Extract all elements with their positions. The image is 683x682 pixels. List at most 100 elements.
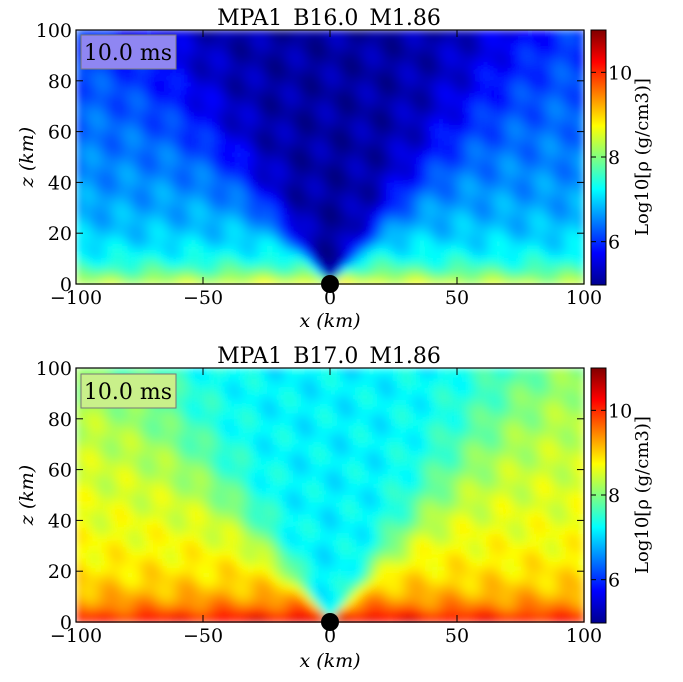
heatmap-cell xyxy=(564,131,572,139)
heatmap-cell xyxy=(520,30,528,37)
heatmap-cell xyxy=(247,93,255,101)
heatmap-cell xyxy=(482,42,490,50)
heatmap-cell xyxy=(234,201,242,209)
heatmap-cell xyxy=(393,214,401,222)
heatmap-cell xyxy=(558,514,566,521)
heatmap-cell xyxy=(482,239,490,247)
heatmap-cell xyxy=(95,144,102,152)
heatmap-cell xyxy=(266,495,274,502)
heatmap-cell xyxy=(361,74,369,82)
heatmap-cell xyxy=(279,264,287,272)
heatmap-cell xyxy=(291,514,299,521)
heatmap-cell xyxy=(228,157,236,164)
heatmap-cell xyxy=(196,131,204,139)
heatmap-cell xyxy=(279,558,287,566)
heatmap-cell xyxy=(431,137,439,145)
heatmap-cell xyxy=(476,558,483,566)
heatmap-cell xyxy=(253,264,261,272)
heatmap-cell xyxy=(399,144,407,152)
heatmap-cell xyxy=(164,137,172,145)
heatmap-cell xyxy=(349,495,356,502)
heatmap-cell xyxy=(564,163,572,171)
heatmap-cell xyxy=(406,61,414,69)
heatmap-cell xyxy=(488,207,496,215)
heatmap-cell xyxy=(291,30,299,37)
heatmap-cell xyxy=(241,36,249,44)
heatmap-cell xyxy=(298,144,306,152)
heatmap-cell xyxy=(380,258,388,266)
heatmap-cell xyxy=(514,239,522,247)
heatmap-cell xyxy=(380,74,388,82)
heatmap-cell xyxy=(145,602,153,610)
heatmap-cell xyxy=(234,61,242,69)
heatmap-cell xyxy=(558,61,566,69)
heatmap-cell xyxy=(387,277,395,285)
heatmap-cell xyxy=(291,207,299,215)
heatmap-cell xyxy=(507,590,515,598)
heatmap-cell xyxy=(545,207,553,215)
heatmap-cell xyxy=(501,49,509,56)
heatmap-cell xyxy=(533,125,541,133)
heatmap-cell xyxy=(317,112,325,120)
heatmap-cell xyxy=(241,61,249,69)
heatmap-cell xyxy=(552,233,560,241)
heatmap-cell xyxy=(120,118,128,126)
heatmap-cell xyxy=(577,214,585,222)
heatmap-cell xyxy=(164,545,172,553)
heatmap-cell xyxy=(431,233,439,241)
heatmap-cell xyxy=(349,150,356,158)
heatmap-cell xyxy=(539,564,547,572)
heatmap-cell xyxy=(120,201,128,209)
heatmap-cell xyxy=(399,526,407,534)
heatmap-cell xyxy=(190,501,198,509)
heatmap-cell xyxy=(564,539,572,547)
heatmap-cell xyxy=(380,271,388,279)
heatmap-cell xyxy=(545,526,553,534)
heatmap-cell xyxy=(482,226,490,234)
heatmap-cell xyxy=(253,49,261,56)
heatmap-cell xyxy=(101,99,109,107)
heatmap-cell xyxy=(272,264,280,272)
heatmap-cell xyxy=(349,169,356,177)
heatmap-cell xyxy=(526,118,534,126)
heatmap-cell xyxy=(571,137,579,145)
heatmap-cell xyxy=(431,112,439,120)
heatmap-cell xyxy=(120,245,128,253)
heatmap-cell xyxy=(101,137,109,145)
heatmap-cell xyxy=(291,36,299,44)
heatmap-cell xyxy=(126,80,134,88)
heatmap-cell xyxy=(457,131,464,139)
heatmap-cell xyxy=(412,49,420,56)
heatmap-cell xyxy=(476,571,483,579)
heatmap-cell xyxy=(247,558,255,566)
heatmap-cell xyxy=(88,144,96,152)
heatmap-cell xyxy=(336,36,344,44)
heatmap-cell xyxy=(450,195,458,203)
heatmap-cell xyxy=(285,520,293,528)
heatmap-cell xyxy=(241,201,249,209)
heatmap-cell xyxy=(95,564,102,572)
heatmap-cell xyxy=(507,80,515,88)
heatmap-cell xyxy=(82,539,90,547)
heatmap-cell xyxy=(552,545,560,553)
heatmap-cell xyxy=(209,207,217,215)
heatmap-cell xyxy=(558,74,566,82)
heatmap-cell xyxy=(260,564,268,572)
heatmap-cell xyxy=(234,220,242,228)
heatmap-cell xyxy=(285,558,293,566)
heatmap-cell xyxy=(82,30,90,37)
heatmap-cell xyxy=(393,169,401,177)
heatmap-cell xyxy=(234,87,242,95)
heatmap-cell xyxy=(120,74,128,82)
heatmap-cell xyxy=(88,163,96,171)
heatmap-cell xyxy=(577,144,585,152)
heatmap-cell xyxy=(380,552,388,560)
heatmap-cell xyxy=(507,514,515,521)
heatmap-cell xyxy=(526,545,534,553)
heatmap-cell xyxy=(190,112,198,120)
heatmap-cell xyxy=(228,118,236,126)
heatmap-cell xyxy=(444,545,452,553)
heatmap-cell xyxy=(425,245,433,253)
heatmap-cell xyxy=(266,118,274,126)
heatmap-cell xyxy=(88,533,96,541)
